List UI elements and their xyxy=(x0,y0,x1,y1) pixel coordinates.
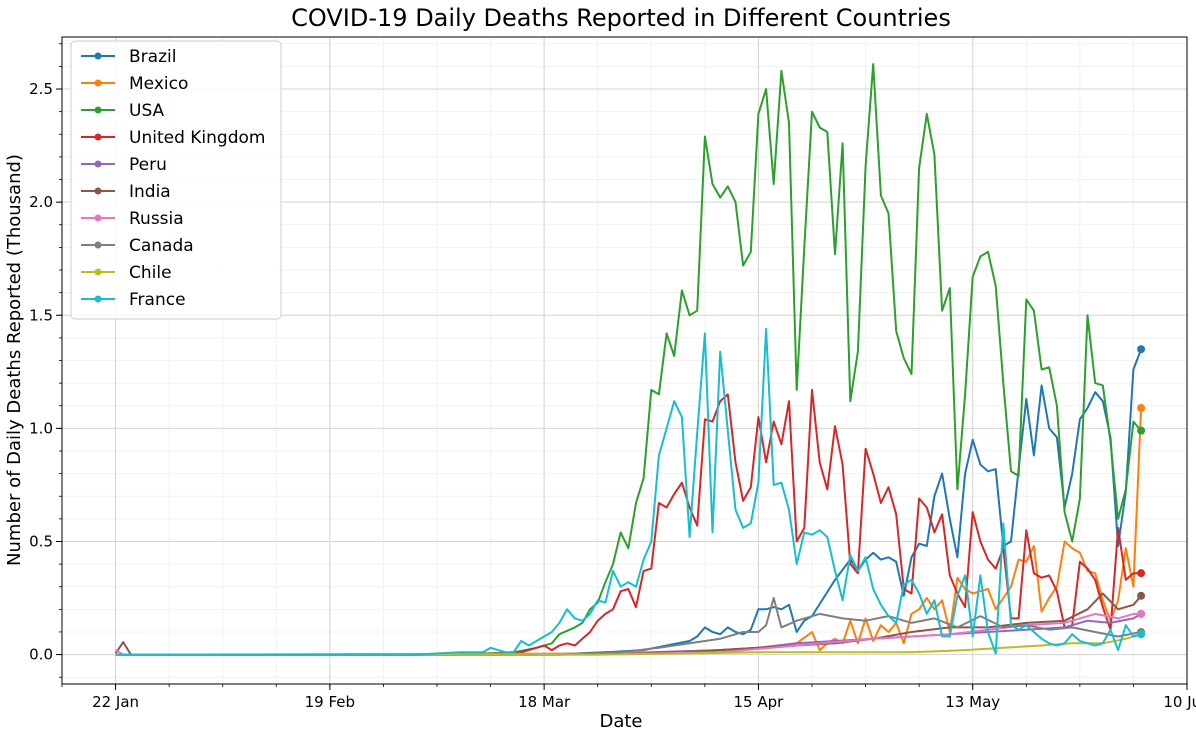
legend-label-peru: Peru xyxy=(129,155,167,175)
legend-box xyxy=(70,40,282,320)
legend-label-brazil: Brazil xyxy=(129,47,176,67)
x-tick-label: 15 Apr xyxy=(734,693,785,711)
legend-marker-france xyxy=(94,295,102,303)
series-lines xyxy=(114,63,1146,656)
series-end-marker-mexico xyxy=(1137,404,1146,413)
legend-marker-usa xyxy=(94,106,102,114)
y-tick-label: 2.0 xyxy=(29,193,53,211)
legend-label-mexico: Mexico xyxy=(129,74,188,94)
legend-label-russia: Russia xyxy=(129,209,184,229)
legend-marker-peru xyxy=(94,160,102,168)
x-tick-label: 18 Mar xyxy=(518,693,571,711)
series-end-marker-india xyxy=(1137,591,1146,600)
y-axis: 0.0 0.5 1.0 1.5 2.0 2.5 xyxy=(29,43,62,678)
legend-marker-brazil xyxy=(94,52,102,60)
x-axis: 22 Jan 19 Feb 18 Mar 15 Apr 13 May 10 Jun xyxy=(61,684,1196,711)
x-tick-label: 19 Feb xyxy=(305,693,355,711)
legend-marker-russia xyxy=(94,214,102,222)
y-tick-label: 0.0 xyxy=(29,646,53,664)
chart-title: COVID-19 Daily Deaths Reported in Differ… xyxy=(291,4,951,32)
legend-label-france: France xyxy=(129,290,186,310)
legend-marker-mexico xyxy=(94,79,102,87)
x-tick-label: 10 Jun xyxy=(1163,693,1196,711)
legend-marker-united-kingdom xyxy=(94,133,102,141)
y-axis-label: Number of Daily Deaths Reported (Thousan… xyxy=(4,154,25,566)
y-tick-label: 2.5 xyxy=(29,80,53,98)
series-line-canada xyxy=(115,597,1142,656)
legend: Brazil Mexico USA United Kingdom Peru India Ru… xyxy=(70,40,282,320)
series-line-usa xyxy=(115,63,1142,656)
series-end-marker-brazil xyxy=(1137,345,1146,354)
series-end-marker-russia xyxy=(1137,609,1146,618)
legend-label-chile: Chile xyxy=(129,263,172,283)
y-tick-label: 1.5 xyxy=(29,306,53,324)
y-tick-label: 0.5 xyxy=(29,532,53,550)
series-line-france xyxy=(115,327,1142,656)
series-line-united-kingdom xyxy=(115,388,1142,656)
legend-label-usa: USA xyxy=(129,101,165,121)
legend-marker-canada xyxy=(94,241,102,249)
x-tick-label: 22 Jan xyxy=(92,693,139,711)
legend-marker-india xyxy=(94,187,102,195)
legend-label-canada: Canada xyxy=(129,236,194,256)
series-end-marker-united-kingdom xyxy=(1137,569,1146,578)
series-end-marker-france xyxy=(1137,630,1146,639)
legend-marker-chile xyxy=(94,268,102,276)
x-axis-label: Date xyxy=(599,711,642,732)
y-tick-label: 1.0 xyxy=(29,419,53,437)
legend-label-united-kingdom: United Kingdom xyxy=(129,128,265,148)
x-tick-label: 13 May xyxy=(945,693,1000,711)
legend-label-india: India xyxy=(129,182,171,202)
series-end-marker-usa xyxy=(1137,426,1146,435)
